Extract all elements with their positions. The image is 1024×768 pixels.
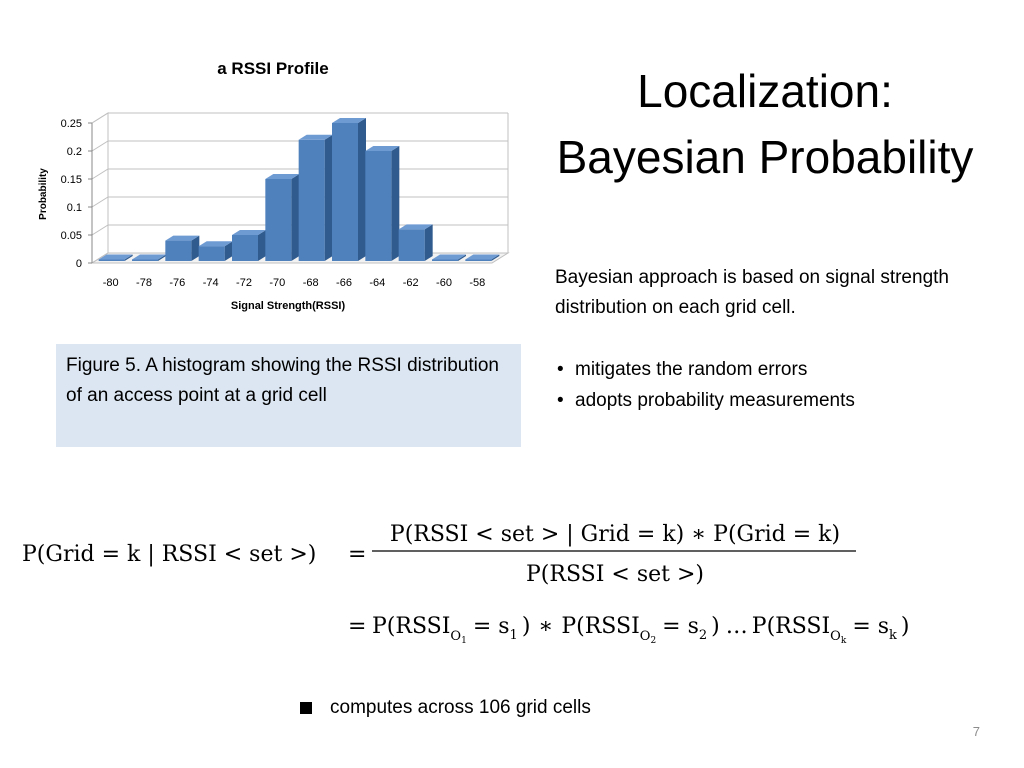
bar-front: [232, 235, 258, 261]
x-tick-label: -64: [369, 277, 385, 289]
y-tick-label: 0.1: [67, 202, 82, 214]
bar-top: [198, 241, 233, 247]
bar--80: [98, 254, 133, 261]
figure-caption-text: Figure 5. A histogram showing the RSSI d…: [66, 355, 500, 406]
bar-front: [198, 246, 225, 261]
figure-caption-box: Figure 5. A histogram showing the RSSI d…: [56, 344, 521, 447]
formula-equals-2: =: [348, 614, 366, 639]
bar-front: [332, 123, 358, 261]
bar-front: [398, 229, 425, 261]
x-tick-label: -80: [103, 277, 119, 289]
slide-title-line-2: Bayesian Probability: [556, 131, 974, 183]
bar--60: [432, 254, 466, 261]
x-axis-label: Signal Strength(RSSI): [231, 300, 346, 312]
bar-side: [424, 224, 433, 261]
bar-front: [298, 139, 325, 261]
bar-top: [365, 146, 400, 151]
y-tick-label: 0: [76, 258, 82, 270]
bar-side: [124, 254, 133, 261]
bar--58: [465, 254, 500, 261]
bayes-formula: P(Grid = k | RSSI < set >) = P(RSSI < se…: [22, 522, 910, 646]
x-tick-label: -72: [236, 277, 252, 289]
y-tick-label: 0.05: [61, 230, 82, 242]
y-tick-label: 0.2: [67, 146, 82, 158]
x-tick-label: -70: [269, 277, 285, 289]
bar-side: [324, 134, 333, 261]
formula-numerator: P(RSSI < set > | Grid = k) ∗ P(Grid = k): [390, 522, 840, 547]
bar-side: [491, 254, 500, 261]
bar-top: [432, 254, 466, 260]
bar-side: [258, 230, 266, 261]
y-tick-label: 0.15: [61, 174, 82, 186]
x-tick-label: -78: [136, 277, 152, 289]
bar--76: [165, 235, 200, 261]
bar--70: [265, 174, 300, 261]
bar-front: [98, 259, 125, 261]
x-tick-label: -74: [203, 277, 219, 289]
bar-front: [432, 259, 458, 261]
x-tick-labels: -80 -78 -76 -74 -72 -70 -68 -66 -64 -62 -60 -58: [103, 277, 486, 289]
bar-front: [465, 259, 492, 261]
bar-top: [132, 254, 166, 260]
y-axis-label: Probability: [38, 168, 49, 220]
slide-title-line-1: Localization:: [637, 65, 893, 117]
bar-top: [265, 174, 300, 179]
formula-lhs: P(Grid = k | RSSI < set >): [22, 542, 316, 567]
y-tick-label: 0.25: [61, 118, 82, 130]
bar-front: [265, 179, 292, 261]
bullet-item: adopts probability measurements: [555, 385, 995, 416]
formula-product: P(RSSIO1= s1) ∗ P(RSSIO2= s2)… P(RSSIOk= sk…: [372, 614, 910, 646]
bar-front: [365, 151, 392, 261]
chart-bars: [98, 118, 500, 261]
bar-side: [224, 241, 233, 261]
description-text: Bayesian approach is based on signal str…: [555, 267, 949, 318]
bar-side: [291, 174, 300, 261]
gridline: [91, 140, 508, 152]
bar-top: [232, 230, 266, 235]
x-tick-label: -60: [436, 277, 452, 289]
bar-top: [298, 134, 333, 140]
footnote: computes across 106 grid cells: [300, 694, 591, 722]
bar-front: [165, 240, 192, 261]
y-tick-labels: 0 0.05 0.1 0.15 0.2 0.25: [61, 118, 82, 270]
bar-top: [332, 118, 366, 123]
bar--68: [298, 134, 333, 261]
bullet-item: mitigates the random errors: [555, 354, 995, 385]
bar-top: [165, 235, 200, 241]
rssi-histogram-chart: a RSSI Profile Probability Signal Streng…: [38, 59, 510, 312]
bar-front: [132, 259, 158, 261]
bar-top: [398, 224, 433, 230]
x-tick-label: -76: [169, 277, 185, 289]
formula-equals-1: =: [348, 542, 366, 567]
footnote-text: computes across 106 grid cells: [330, 697, 591, 718]
page-number: 7: [972, 724, 980, 739]
slide-title: Localization: Bayesian Probability: [520, 58, 1010, 190]
bar--62: [398, 224, 433, 261]
square-bullet-icon: [300, 702, 312, 714]
chart-title: a RSSI Profile: [217, 59, 328, 78]
bar-side: [391, 146, 400, 261]
x-tick-label: -66: [336, 277, 352, 289]
bar--74: [198, 241, 233, 261]
bar-top: [98, 254, 133, 260]
formula-denominator: P(RSSI < set >): [526, 562, 704, 587]
x-tick-label: -62: [403, 277, 419, 289]
bar-side: [358, 118, 366, 261]
x-tick-label: -68: [303, 277, 319, 289]
bullet-list: mitigates the random errors adopts proba…: [555, 354, 995, 416]
gridline: [91, 112, 508, 124]
bar--66: [332, 118, 366, 261]
x-tick-label: -58: [469, 277, 485, 289]
side-wall: [91, 112, 109, 264]
bar--64: [365, 146, 400, 261]
bar-side: [158, 254, 166, 261]
bar-side: [191, 235, 200, 261]
bar--78: [132, 254, 166, 261]
bar-top: [465, 254, 500, 260]
bar--72: [232, 230, 266, 261]
bar-side: [458, 254, 466, 261]
